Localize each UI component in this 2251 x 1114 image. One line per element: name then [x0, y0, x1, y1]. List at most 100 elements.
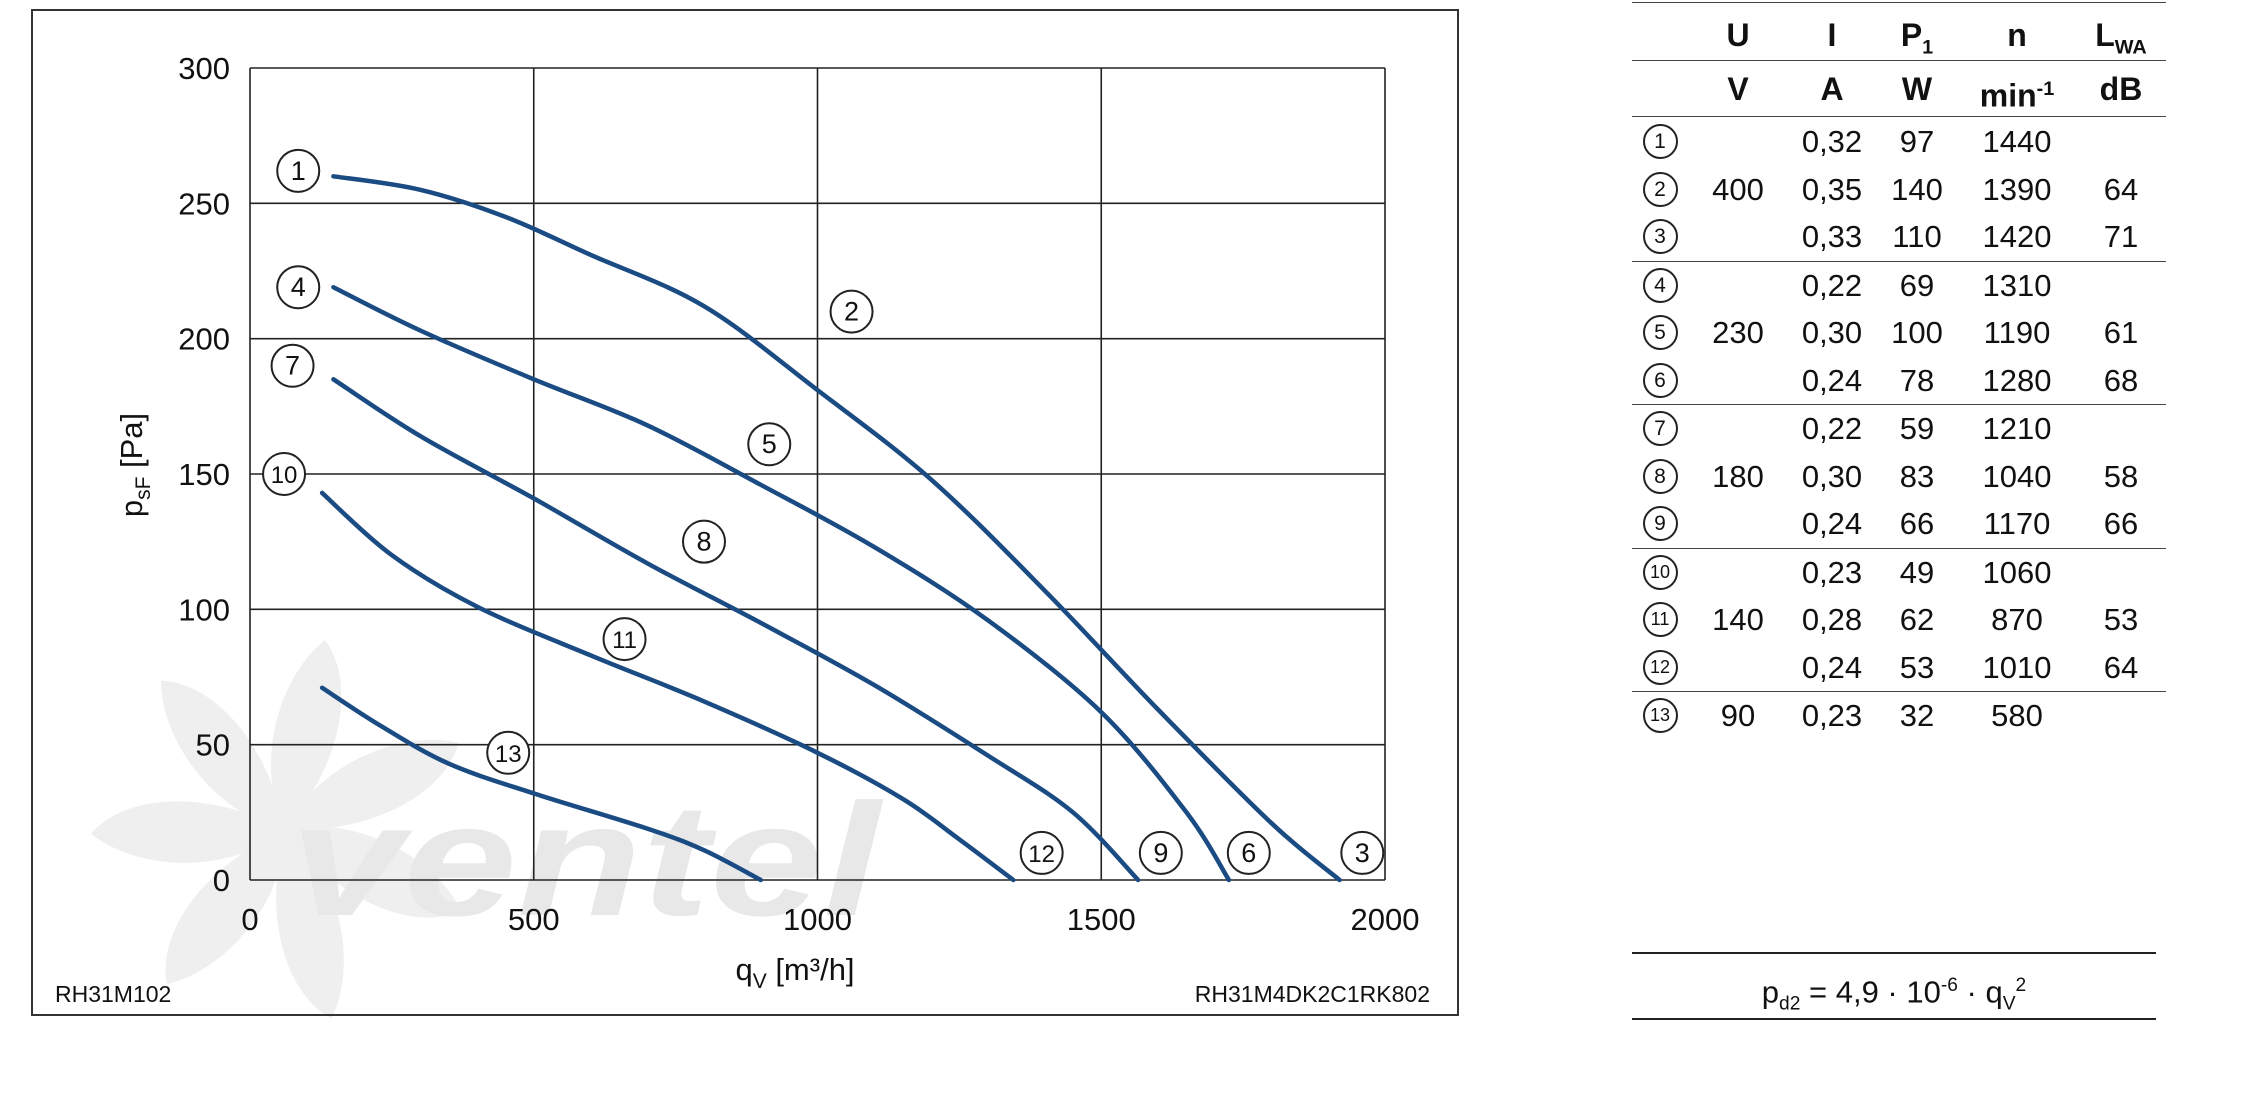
cell-I: 0,32 — [1801, 124, 1863, 159]
curves — [319, 174, 1342, 883]
y-tick-label: 250 — [178, 186, 230, 221]
cell-U — [1688, 262, 1788, 310]
curve-label-text: 6 — [1241, 838, 1256, 868]
curve-4 — [331, 284, 1232, 883]
table-units-row: V A W min-1 dB — [1632, 66, 2166, 114]
cell-L — [2076, 118, 2166, 166]
cell-I: 0,35 — [1801, 171, 1863, 207]
group-separator — [1632, 547, 2166, 549]
curve-label-text: 3 — [1355, 838, 1370, 868]
curve-label-text: 11 — [612, 627, 637, 654]
curve-label-circle — [1138, 830, 1183, 875]
curve-label-text: 9 — [1153, 838, 1168, 868]
cell-P: 140 — [1891, 171, 1943, 207]
cell-I: 0,22 — [1801, 411, 1863, 446]
cell-U: 230 — [1712, 315, 1764, 350]
curve-label-circle — [1340, 830, 1385, 875]
cell-L — [2076, 405, 2166, 453]
cell-n: 1060 — [1982, 554, 2052, 590]
group-separator — [1632, 260, 2166, 262]
unit-sound: dB — [2099, 71, 2143, 107]
curve-label-3: 3 — [1340, 830, 1385, 875]
cell-U: 180 — [1712, 458, 1764, 494]
row-id-circle: 11 — [1642, 602, 1678, 638]
x-tick-label: 1000 — [783, 902, 852, 937]
row-id-circle: 4 — [1642, 267, 1678, 303]
cell-P: 32 — [1899, 698, 1935, 733]
y-tick-label: 50 — [196, 728, 230, 763]
row-id-circle: 9 — [1642, 506, 1678, 542]
unit-speed: min-1 — [1979, 77, 2055, 114]
cell-U: 400 — [1712, 171, 1764, 207]
cell-L: 66 — [2103, 506, 2139, 541]
curve-label-9: 9 — [1138, 830, 1183, 875]
row-id-circle: 10 — [1642, 554, 1678, 590]
cell-L: 68 — [2103, 362, 2139, 398]
cell-P: 53 — [1899, 649, 1935, 685]
cell-I: 0,28 — [1801, 602, 1863, 637]
y-tick-label: 150 — [178, 457, 230, 492]
cell-n: 1310 — [1982, 267, 2052, 303]
cell-P: 97 — [1899, 124, 1935, 159]
cell-I: 0,24 — [1801, 649, 1863, 685]
y-axis-label: psF [Pa] — [114, 413, 155, 517]
curve-label-circle — [276, 265, 321, 310]
curve-label-text: 10 — [271, 462, 298, 489]
cell-L — [2076, 549, 2166, 597]
cell-P: 59 — [1899, 411, 1935, 446]
curve-10 — [319, 490, 1016, 883]
watermark-logo: ventel — [90, 640, 885, 1019]
cell-L: 64 — [2103, 649, 2139, 685]
cell-U — [1688, 644, 1788, 692]
curve-label-text: 4 — [291, 272, 306, 302]
table-row: 9 0,24 66 1170 66 — [1632, 500, 2166, 548]
cell-n: 1040 — [1982, 458, 2052, 494]
curve-label-4: 4 — [276, 265, 321, 310]
cell-U — [1688, 500, 1788, 548]
table-row: 13 90 0,23 32 580 — [1632, 692, 2166, 740]
y-tick-label: 0 — [213, 863, 230, 898]
curve-label-circle — [262, 452, 307, 496]
curve-label-text: 7 — [285, 351, 300, 381]
cell-L: 71 — [2103, 219, 2139, 254]
y-tick-label: 200 — [178, 322, 230, 357]
group-separator — [1632, 691, 2166, 692]
curve-label-2: 2 — [829, 289, 874, 334]
row-id-circle: 8 — [1642, 458, 1678, 494]
row-id-circle: 12 — [1642, 649, 1678, 685]
cell-L: 58 — [2103, 458, 2139, 494]
cell-n: 870 — [1991, 602, 2043, 637]
table-row: 8 180 0,30 83 1040 58 — [1632, 453, 2166, 501]
curve-label-text: 1 — [291, 156, 306, 186]
cell-I: 0,22 — [1801, 267, 1863, 303]
curve-label-8: 8 — [682, 519, 726, 564]
cell-P: 83 — [1899, 458, 1935, 494]
cell-U — [1688, 405, 1788, 453]
curve-13 — [319, 685, 764, 883]
cell-L: 61 — [2103, 315, 2139, 350]
formula-box: pd2 = 4,9 · 10-6 · qV2 — [1632, 952, 2156, 1020]
cell-n: 1390 — [1982, 171, 2052, 207]
row-id-circle: 3 — [1642, 219, 1678, 255]
table-row: 1 0,32 97 1440 — [1632, 118, 2166, 166]
x-axis-label: qV [m³/h] — [735, 952, 854, 993]
x-tick-label: 1500 — [1067, 902, 1136, 937]
cell-I: 0,30 — [1801, 458, 1863, 494]
curve-label-circle — [747, 422, 792, 467]
cell-P: 100 — [1891, 315, 1943, 350]
table-units-rule — [1632, 116, 2166, 117]
header-voltage: U — [1726, 17, 1750, 53]
cell-L: 64 — [2103, 171, 2139, 207]
curve-1 — [331, 174, 1342, 883]
table-row: 6 0,24 78 1280 68 — [1632, 357, 2166, 405]
cell-n: 1190 — [1983, 315, 2051, 350]
cell-n: 1210 — [1982, 411, 2052, 446]
cell-L: 53 — [2103, 602, 2139, 637]
curve-label-circle — [1226, 830, 1271, 875]
row-id-circle: 7 — [1642, 411, 1678, 447]
header-power: P1 — [1900, 17, 1934, 59]
fan-blade-shape — [276, 830, 344, 1019]
row-id-circle: 1 — [1642, 124, 1678, 160]
curve-7 — [331, 377, 1141, 883]
